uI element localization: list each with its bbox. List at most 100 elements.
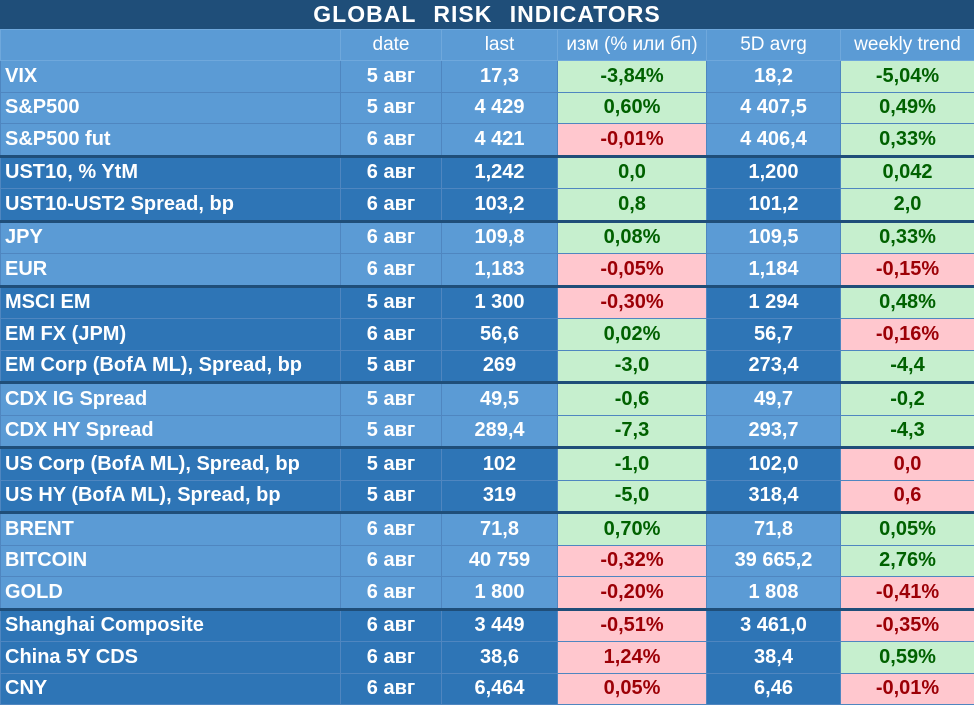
row-last: 4 429 — [442, 92, 558, 124]
row-5d-avg: 18,2 — [707, 61, 841, 93]
row-change: -0,6 — [558, 383, 707, 416]
row-last: 1,183 — [442, 254, 558, 287]
row-name: GOLD — [1, 577, 341, 610]
row-change: -0,05% — [558, 254, 707, 287]
row-name: UST10, % YtM — [1, 156, 341, 189]
row-date: 6 авг — [341, 513, 442, 546]
row-weekly-trend: 2,0 — [841, 189, 974, 222]
row-last: 6,464 — [442, 673, 558, 705]
row-change: -0,30% — [558, 286, 707, 319]
row-weekly-trend: -0,16% — [841, 319, 974, 351]
row-weekly-trend: -0,15% — [841, 254, 974, 287]
row-change: -0,51% — [558, 609, 707, 642]
row-change: 0,8 — [558, 189, 707, 222]
row-weekly-trend: -4,4 — [841, 350, 974, 383]
row-last: 17,3 — [442, 61, 558, 93]
row-5d-avg: 102,0 — [707, 448, 841, 481]
row-last: 38,6 — [442, 642, 558, 674]
row-5d-avg: 1,184 — [707, 254, 841, 287]
row-date: 5 авг — [341, 92, 442, 124]
header-name — [1, 30, 341, 61]
row-last: 3 449 — [442, 609, 558, 642]
row-5d-avg: 293,7 — [707, 415, 841, 448]
row-change: 1,24% — [558, 642, 707, 674]
row-5d-avg: 71,8 — [707, 513, 841, 546]
row-date: 6 авг — [341, 124, 442, 157]
row-change: -0,20% — [558, 577, 707, 610]
row-name: S&P500 fut — [1, 124, 341, 157]
row-weekly-trend: 0,042 — [841, 156, 974, 189]
risk-indicators-table: date last изм (% или бп) 5D avrg weekly … — [0, 29, 974, 705]
row-last: 103,2 — [442, 189, 558, 222]
row-5d-avg: 318,4 — [707, 480, 841, 513]
table-title: GLOBAL RISK INDICATORS — [0, 0, 974, 29]
row-name: EM FX (JPM) — [1, 319, 341, 351]
row-date: 5 авг — [341, 350, 442, 383]
row-last: 1,242 — [442, 156, 558, 189]
row-change: -3,84% — [558, 61, 707, 93]
row-name: US HY (BofA ML), Spread, bp — [1, 480, 341, 513]
row-weekly-trend: 0,0 — [841, 448, 974, 481]
row-date: 6 авг — [341, 545, 442, 577]
row-last: 109,8 — [442, 221, 558, 254]
row-weekly-trend: -0,41% — [841, 577, 974, 610]
header-change: изм (% или бп) — [558, 30, 707, 61]
row-weekly-trend: 0,49% — [841, 92, 974, 124]
row-5d-avg: 39 665,2 — [707, 545, 841, 577]
row-weekly-trend: 0,33% — [841, 124, 974, 157]
row-date: 5 авг — [341, 61, 442, 93]
row-change: -5,0 — [558, 480, 707, 513]
row-5d-avg: 101,2 — [707, 189, 841, 222]
row-name: EM Corp (BofA ML), Spread, bp — [1, 350, 341, 383]
row-date: 6 авг — [341, 609, 442, 642]
row-5d-avg: 1 808 — [707, 577, 841, 610]
row-5d-avg: 56,7 — [707, 319, 841, 351]
row-change: 0,70% — [558, 513, 707, 546]
row-date: 5 авг — [341, 415, 442, 448]
row-5d-avg: 109,5 — [707, 221, 841, 254]
row-date: 6 авг — [341, 577, 442, 610]
row-date: 6 авг — [341, 319, 442, 351]
row-last: 56,6 — [442, 319, 558, 351]
row-date: 6 авг — [341, 642, 442, 674]
row-last: 40 759 — [442, 545, 558, 577]
header-row: date last изм (% или бп) 5D avrg weekly … — [1, 30, 974, 61]
row-date: 6 авг — [341, 156, 442, 189]
row-5d-avg: 49,7 — [707, 383, 841, 416]
row-name: US Corp (BofA ML), Spread, bp — [1, 448, 341, 481]
row-last: 4 421 — [442, 124, 558, 157]
row-date: 6 авг — [341, 673, 442, 705]
row-5d-avg: 38,4 — [707, 642, 841, 674]
row-last: 49,5 — [442, 383, 558, 416]
header-date: date — [341, 30, 442, 61]
row-change: 0,05% — [558, 673, 707, 705]
row-5d-avg: 4 406,4 — [707, 124, 841, 157]
row-change: -3,0 — [558, 350, 707, 383]
row-date: 5 авг — [341, 383, 442, 416]
row-date: 5 авг — [341, 448, 442, 481]
row-name: CDX IG Spread — [1, 383, 341, 416]
row-date: 6 авг — [341, 254, 442, 287]
row-weekly-trend: -0,01% — [841, 673, 974, 705]
header-5d-avg: 5D avrg — [707, 30, 841, 61]
row-name: CNY — [1, 673, 341, 705]
row-date: 5 авг — [341, 480, 442, 513]
row-weekly-trend: 2,76% — [841, 545, 974, 577]
row-weekly-trend: -4,3 — [841, 415, 974, 448]
row-change: 0,60% — [558, 92, 707, 124]
row-5d-avg: 6,46 — [707, 673, 841, 705]
row-change: -0,01% — [558, 124, 707, 157]
header-last: last — [442, 30, 558, 61]
